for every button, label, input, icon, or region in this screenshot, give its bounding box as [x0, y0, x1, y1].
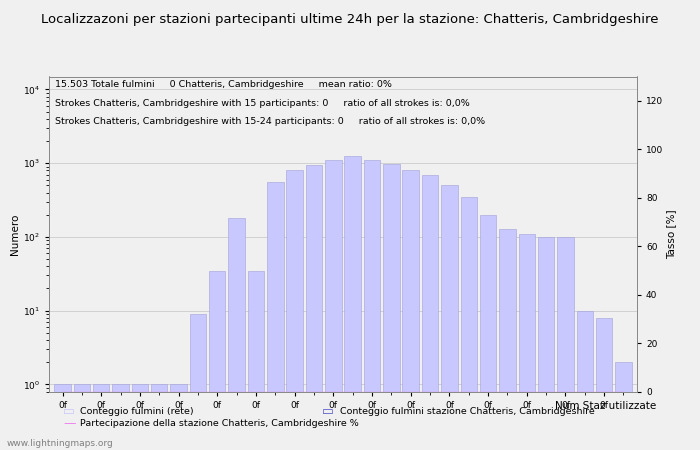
Text: Localizzazoni per stazioni partecipanti ultime 24h per la stazione: Chatteris, C: Localizzazoni per stazioni partecipanti … — [41, 14, 659, 27]
Bar — [596, 318, 612, 450]
Bar — [383, 164, 400, 450]
Text: Num Staz utilizzate: Num Staz utilizzate — [555, 401, 656, 411]
Bar — [112, 384, 129, 450]
Bar — [538, 237, 554, 450]
Bar — [364, 160, 380, 450]
Bar — [422, 175, 438, 450]
Bar — [209, 270, 225, 450]
Bar — [190, 314, 206, 450]
Text: www.lightningmaps.org: www.lightningmaps.org — [7, 439, 113, 448]
Bar — [499, 229, 516, 450]
Bar — [74, 384, 90, 450]
Y-axis label: Tasso [%]: Tasso [%] — [666, 209, 676, 259]
Bar — [557, 237, 574, 450]
Bar — [55, 384, 71, 450]
Bar — [615, 362, 631, 450]
Text: —: — — [63, 418, 76, 430]
Text: Strokes Chatteris, Cambridgeshire with 15 participants: 0     ratio of all strok: Strokes Chatteris, Cambridgeshire with 1… — [55, 99, 470, 108]
Bar — [248, 270, 264, 450]
Text: Strokes Chatteris, Cambridgeshire with 15-24 participants: 0     ratio of all st: Strokes Chatteris, Cambridgeshire with 1… — [55, 117, 485, 126]
Bar — [577, 310, 593, 450]
Bar — [286, 171, 303, 450]
Bar — [306, 165, 322, 450]
Bar — [344, 156, 361, 450]
Text: Conteggio fulmini (rete): Conteggio fulmini (rete) — [80, 407, 194, 416]
Text: ▭: ▭ — [63, 405, 75, 418]
Text: Partecipazione della stazione Chatteris, Cambridgeshire %: Partecipazione della stazione Chatteris,… — [80, 419, 359, 428]
Bar — [441, 185, 458, 450]
Text: 15.503 Totale fulmini     0 Chatteris, Cambridgeshire     mean ratio: 0%: 15.503 Totale fulmini 0 Chatteris, Cambr… — [55, 80, 392, 89]
Text: Conteggio fulmini stazione Chatteris, Cambridgeshire: Conteggio fulmini stazione Chatteris, Ca… — [340, 407, 594, 416]
Bar — [519, 234, 535, 450]
Bar — [402, 171, 419, 450]
Bar — [325, 160, 342, 450]
Bar — [132, 384, 148, 450]
Bar — [480, 215, 496, 450]
Bar — [461, 197, 477, 450]
Y-axis label: Numero: Numero — [10, 213, 20, 255]
Bar — [228, 218, 245, 450]
Bar — [267, 182, 284, 450]
Bar — [93, 384, 109, 450]
Bar — [151, 384, 167, 450]
Bar — [170, 384, 187, 450]
Text: ▭: ▭ — [322, 405, 334, 418]
